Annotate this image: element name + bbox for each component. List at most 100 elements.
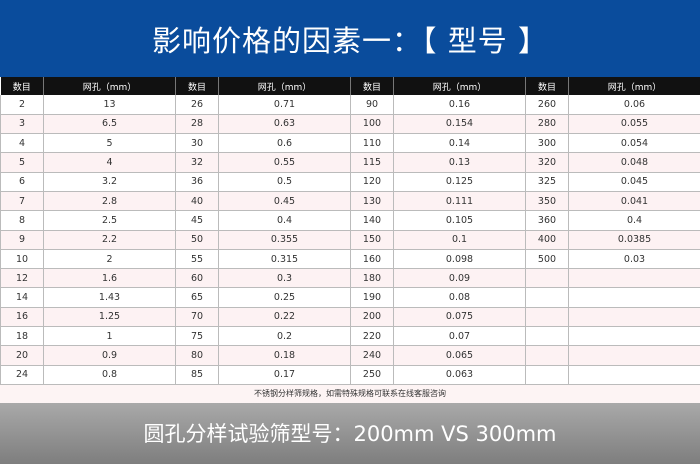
mesh-aperture-cell: 0.25	[218, 287, 351, 308]
mesh-count-cell: 220	[350, 326, 394, 347]
mesh-count-cell: 32	[175, 152, 219, 173]
mesh-aperture-cell: 0.8	[43, 365, 176, 385]
mesh-count-cell: 60	[175, 268, 219, 289]
table-row: 9 2.2 50 0.355 150 0.1 400 0.0385	[0, 230, 700, 250]
mesh-count-cell: 14	[0, 287, 44, 308]
mesh-aperture-cell: 1.25	[43, 307, 176, 328]
mesh-count-cell: 85	[175, 365, 219, 385]
mesh-count-cell: 500	[525, 249, 569, 270]
mesh-count-cell: 2	[0, 95, 44, 115]
mesh-count-cell: 80	[175, 345, 219, 366]
mesh-aperture-cell: 0.154	[393, 114, 526, 135]
column-header: 数目	[350, 77, 394, 95]
table-row: 6 3.2 36 0.5 120 0.125 325 0.045	[0, 172, 700, 192]
mesh-aperture-cell	[568, 287, 700, 308]
page-title: 影响价格的因素一：【 型号 】	[0, 0, 700, 77]
mesh-aperture-cell: 2	[43, 249, 176, 270]
mesh-aperture-cell: 0.17	[218, 365, 351, 385]
mesh-count-cell: 28	[175, 114, 219, 135]
mesh-aperture-cell: 0.5	[218, 172, 351, 192]
mesh-count-cell	[525, 287, 569, 308]
mesh-count-cell: 190	[350, 287, 394, 308]
mesh-count-cell: 55	[175, 249, 219, 270]
mesh-count-cell	[525, 365, 569, 385]
mesh-count-cell: 30	[175, 133, 219, 154]
mesh-count-cell: 320	[525, 152, 569, 173]
mesh-aperture-cell: 6.5	[43, 114, 176, 135]
mesh-count-cell: 9	[0, 230, 44, 250]
mesh-count-cell: 4	[0, 133, 44, 154]
mesh-count-cell: 75	[175, 326, 219, 347]
mesh-aperture-cell: 0.355	[218, 230, 351, 250]
table-row: 3 6.5 28 0.63 100 0.154 280 0.055	[0, 114, 700, 135]
mesh-count-cell: 50	[175, 230, 219, 250]
mesh-count-cell: 130	[350, 191, 394, 212]
table-note: 不锈钢分样筛规格，如需特殊规格可联系在线客服咨询	[0, 384, 700, 403]
mesh-count-cell: 100	[350, 114, 394, 135]
mesh-aperture-cell: 0.22	[218, 307, 351, 328]
mesh-count-cell: 140	[350, 210, 394, 231]
mesh-count-cell: 240	[350, 345, 394, 366]
mesh-count-cell: 16	[0, 307, 44, 328]
mesh-aperture-cell: 0.048	[568, 152, 700, 173]
mesh-aperture-cell: 0.14	[393, 133, 526, 154]
column-header: 网孔（mm）	[393, 77, 526, 95]
mesh-count-cell: 200	[350, 307, 394, 328]
mesh-aperture-cell	[568, 365, 700, 385]
mesh-aperture-cell: 0.125	[393, 172, 526, 192]
mesh-aperture-cell: 0.06	[568, 95, 700, 115]
mesh-count-cell: 70	[175, 307, 219, 328]
column-header: 网孔（mm）	[568, 77, 700, 95]
mesh-count-cell: 24	[0, 365, 44, 385]
mesh-count-cell	[525, 326, 569, 347]
mesh-count-cell: 7	[0, 191, 44, 212]
column-header: 数目	[525, 77, 569, 95]
mesh-aperture-cell: 0.315	[218, 249, 351, 270]
mesh-count-cell: 36	[175, 172, 219, 192]
mesh-count-cell: 115	[350, 152, 394, 173]
mesh-aperture-cell: 0.041	[568, 191, 700, 212]
mesh-aperture-cell: 0.03	[568, 249, 700, 270]
column-header: 网孔（mm）	[43, 77, 176, 95]
mesh-aperture-cell: 0.16	[393, 95, 526, 115]
mesh-aperture-cell: 0.18	[218, 345, 351, 366]
mesh-count-cell: 12	[0, 268, 44, 289]
mesh-count-cell: 20	[0, 345, 44, 366]
table-row: 24 0.8 85 0.17 250 0.063	[0, 365, 700, 385]
mesh-aperture-cell: 0.063	[393, 365, 526, 385]
mesh-count-cell: 10	[0, 249, 44, 270]
mesh-aperture-cell: 0.63	[218, 114, 351, 135]
mesh-aperture-cell: 0.09	[393, 268, 526, 289]
mesh-aperture-cell	[568, 326, 700, 347]
mesh-aperture-cell: 0.054	[568, 133, 700, 154]
mesh-count-cell	[525, 307, 569, 328]
mesh-count-cell: 26	[175, 95, 219, 115]
column-header: 数目	[0, 77, 44, 95]
table-row: 16 1.25 70 0.22 200 0.075	[0, 307, 700, 328]
mesh-aperture-cell: 2.2	[43, 230, 176, 250]
mesh-aperture-cell	[568, 268, 700, 289]
column-header: 数目	[175, 77, 219, 95]
mesh-aperture-cell: 0.3	[218, 268, 351, 289]
mesh-count-cell: 40	[175, 191, 219, 212]
table-row: 20 0.9 80 0.18 240 0.065	[0, 345, 700, 366]
mesh-aperture-cell: 0.6	[218, 133, 351, 154]
mesh-aperture-cell: 0.4	[218, 210, 351, 231]
mesh-aperture-cell: 0.098	[393, 249, 526, 270]
mesh-aperture-cell: 0.0385	[568, 230, 700, 250]
table-row: 8 2.5 45 0.4 140 0.105 360 0.4	[0, 210, 700, 231]
mesh-count-cell: 150	[350, 230, 394, 250]
mesh-count-cell: 400	[525, 230, 569, 250]
mesh-aperture-cell: 0.075	[393, 307, 526, 328]
mesh-aperture-cell	[568, 345, 700, 366]
mesh-count-cell: 18	[0, 326, 44, 347]
mesh-aperture-cell: 1	[43, 326, 176, 347]
mesh-count-cell: 300	[525, 133, 569, 154]
mesh-aperture-cell: 1.6	[43, 268, 176, 289]
mesh-count-cell: 90	[350, 95, 394, 115]
mesh-aperture-cell: 13	[43, 95, 176, 115]
mesh-aperture-cell: 0.13	[393, 152, 526, 173]
mesh-aperture-cell: 0.08	[393, 287, 526, 308]
mesh-count-cell: 110	[350, 133, 394, 154]
mesh-aperture-cell: 0.9	[43, 345, 176, 366]
